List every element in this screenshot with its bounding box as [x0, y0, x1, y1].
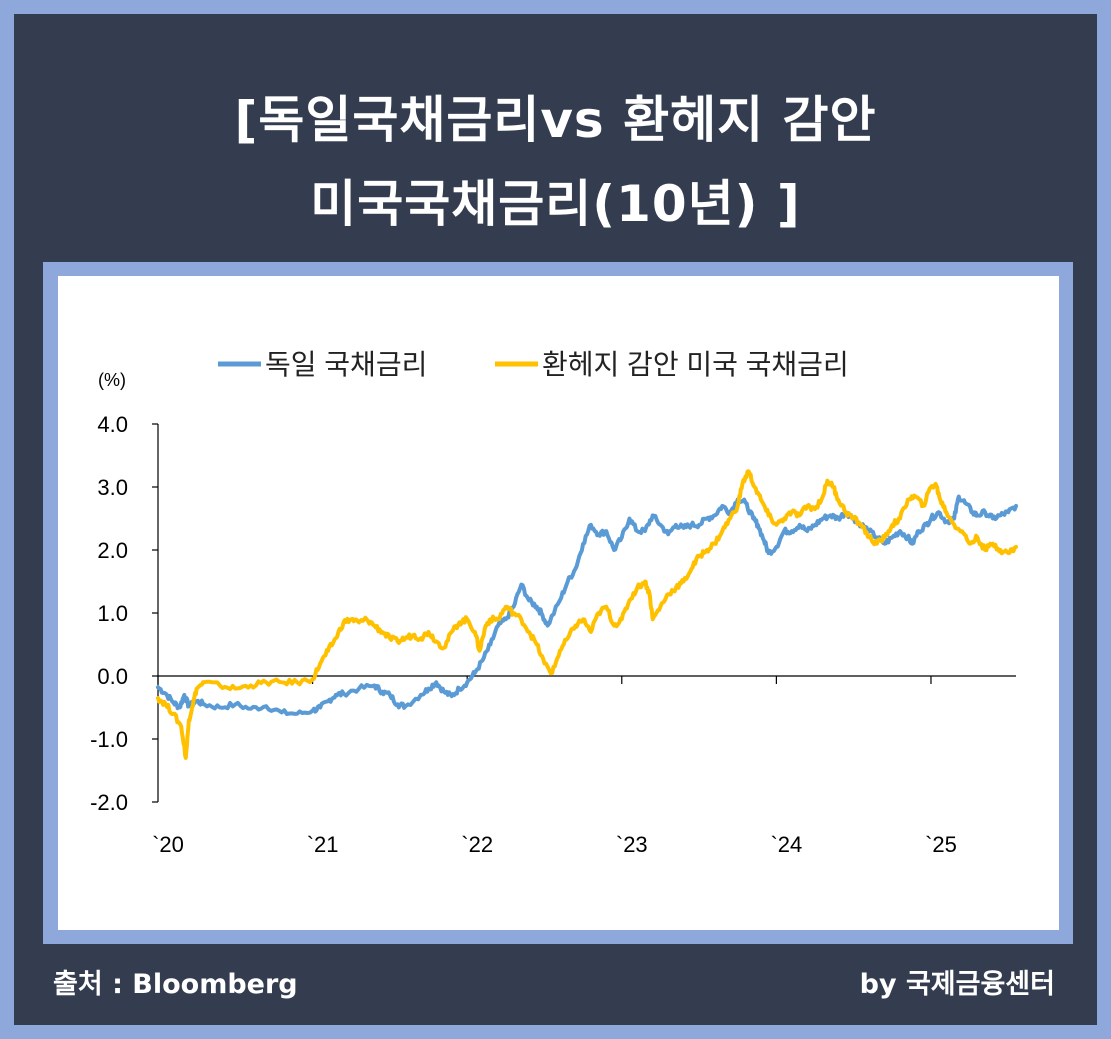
source-note: 출처 : Bloomberg [53, 969, 298, 1000]
chart-panel: 독일 국채금리 환헤지 감안 미국 국채금리 (%) 4.0 3.0 2.0 1.0 0… [58, 276, 1059, 930]
y-tick-label: 0.0 [97, 664, 128, 689]
x-tick-label: `22 [461, 832, 493, 857]
y-tick-label: -1.0 [90, 727, 128, 752]
series-line-us-hedged [156, 469, 1018, 760]
y-tick-label: 3.0 [97, 475, 128, 500]
chart-legend: 독일 국채금리 환헤지 감안 미국 국채금리 [218, 349, 849, 380]
legend-label-us: 환헤지 감안 미국 국채금리 [542, 349, 849, 380]
y-axis-unit-label: (%) [98, 370, 126, 390]
x-tick-label: `20 [152, 832, 184, 857]
legend-label-german: 독일 국채금리 [265, 349, 427, 380]
chart-axes: 4.0 3.0 2.0 1.0 0.0 -1.0 -2.0 `20 `21 `22 `23 `24 `2… [90, 412, 1016, 857]
credit-note: by 국제금융센터 [859, 969, 1055, 1000]
x-tick-label: `25 [925, 832, 957, 857]
y-tick-label: 4.0 [97, 412, 128, 437]
y-tick-label: 2.0 [97, 538, 128, 563]
line-chart: 독일 국채금리 환헤지 감안 미국 국채금리 (%) 4.0 3.0 2.0 1.0 0… [90, 349, 1018, 857]
page-title: [독일국채금리vs 환헤지 감안 미국국채금리(10년) ] [0, 78, 1111, 246]
chart-series [156, 469, 1018, 760]
x-tick-label: `21 [307, 832, 339, 857]
x-tick-label: `23 [616, 832, 648, 857]
title-line-2: 미국국채금리(10년) ] [310, 175, 801, 233]
x-tick-label: `24 [770, 832, 802, 857]
series-line-german [156, 494, 1018, 716]
y-tick-label: -2.0 [90, 790, 128, 815]
title-line-1: [독일국채금리vs 환헤지 감안 [234, 91, 877, 149]
y-tick-label: 1.0 [97, 601, 128, 626]
